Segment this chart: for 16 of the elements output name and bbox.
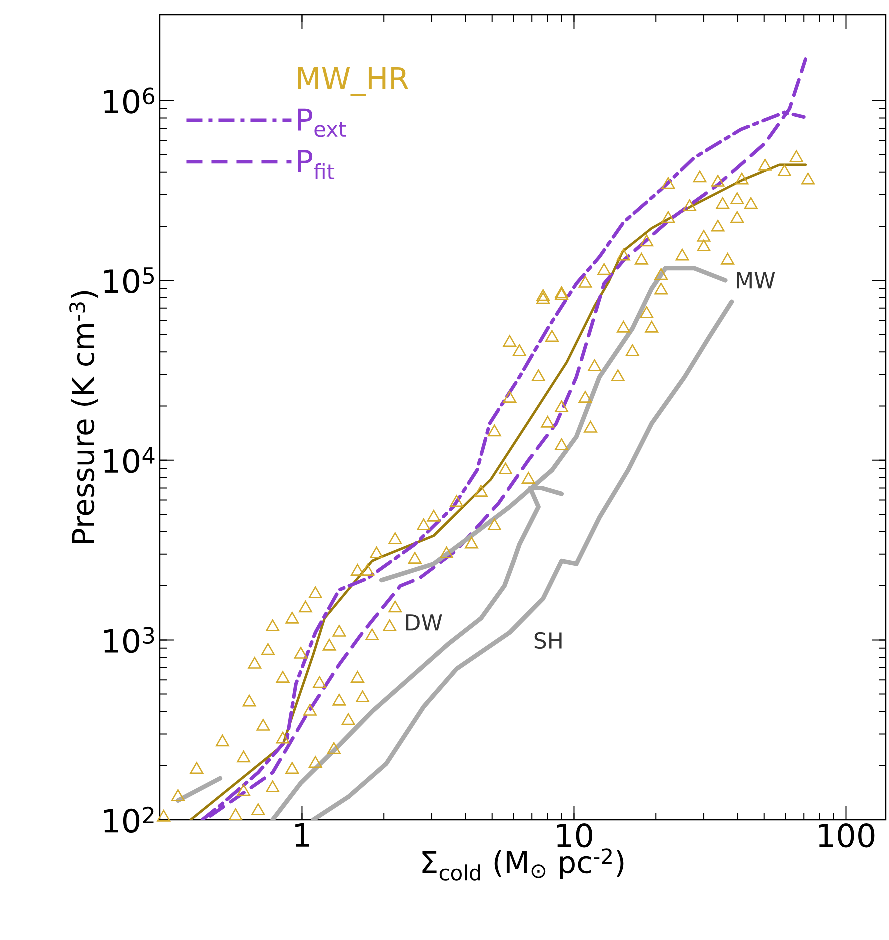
x-axis-title: Σ$_{cold}$ (M$_{⊙}$ pc$^{-2}$) [422,848,624,881]
legend-label: P$_{ext}$ [298,108,346,138]
y-tick-label: 10$^{5}$ [104,268,154,294]
series-label: DW [406,614,442,631]
legend-label: P$_{fit}$ [298,150,335,180]
x-tick-label: 100 [819,824,875,848]
series-label: SH [534,632,562,650]
y-tick-label: 10$^{2}$ [104,806,154,834]
series-label: MW [737,272,776,289]
x-tick-label: 1 [296,824,310,847]
y-tick-label: 10$^{6}$ [104,88,155,114]
y-axis-title: Pressure (K cm$^{-3}$) [70,291,98,544]
y-tick-label: 10$^{4}$ [104,447,155,474]
text: MW_HR [298,67,409,96]
y-tick-label: 10$^{3}$ [104,627,154,654]
x-tick-label: 10 [557,824,592,848]
